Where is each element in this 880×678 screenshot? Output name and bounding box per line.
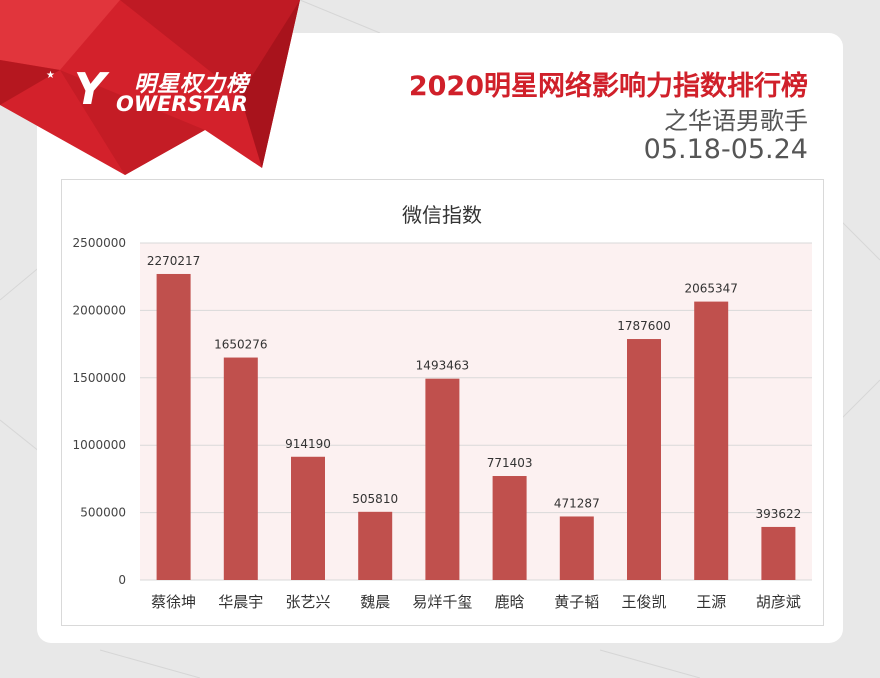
bar (492, 476, 527, 580)
x-tick-label: 张艺兴 (285, 593, 330, 611)
y-tick-label: 1500000 (73, 371, 126, 385)
bar (291, 456, 325, 580)
x-tick-label: 魏晨 (360, 593, 390, 611)
logo-y: Y (74, 64, 106, 115)
star-icon: ★ (46, 70, 55, 81)
x-tick-label: 胡彦斌 (756, 593, 801, 611)
data-label: 1650276 (214, 338, 267, 352)
logo-brand-text: OWERSTAR (116, 92, 248, 116)
page-subtitle: 之华语男歌手 (664, 107, 808, 135)
page-title: 2020明星网络影响力指数排行榜 (408, 71, 808, 102)
data-label: 914190 (285, 437, 331, 451)
bar (559, 516, 594, 580)
data-label: 771403 (487, 456, 533, 470)
bar (358, 511, 393, 580)
y-tick-label: 2500000 (73, 236, 126, 250)
x-tick-label: 华晨宇 (218, 593, 263, 611)
data-label: 393622 (755, 507, 801, 521)
x-tick-label: 王源 (696, 593, 726, 611)
bar-chart: 微信指数 0 500000 1000000 1500000 2000000 2500000 2… (73, 203, 812, 611)
bar (694, 301, 729, 580)
data-label: 2065347 (684, 282, 737, 296)
x-tick-label: 王俊凯 (621, 593, 666, 611)
data-label: 505810 (352, 492, 398, 506)
date-range: 05.18-05.24 (643, 134, 808, 165)
y-tick-label: 0 (118, 573, 126, 587)
bar (156, 273, 191, 580)
y-tick-label: 2000000 (73, 303, 126, 317)
y-tick-label: 500000 (80, 506, 126, 520)
chart-panel: 微信指数 0 500000 1000000 1500000 2000000 2500000 2… (61, 179, 824, 626)
bar (627, 339, 661, 580)
x-tick-label: 鹿晗 (495, 593, 525, 611)
y-tick-label: 1000000 (73, 438, 126, 452)
x-tick-label: 黄子韬 (554, 593, 599, 611)
bar (761, 526, 796, 580)
bar (223, 357, 258, 580)
x-tick-label: 易烊千玺 (412, 593, 472, 611)
chart-title: 微信指数 (402, 203, 482, 227)
data-label: 1787600 (617, 319, 670, 333)
bar (425, 378, 460, 580)
data-label: 471287 (554, 496, 600, 510)
data-label: 2270217 (147, 254, 200, 268)
data-label: 1493463 (416, 359, 469, 373)
red-banner (0, 0, 300, 175)
logo-cn-text: 明星权力榜 (134, 72, 250, 97)
x-tick-label: 蔡徐坤 (151, 593, 196, 611)
